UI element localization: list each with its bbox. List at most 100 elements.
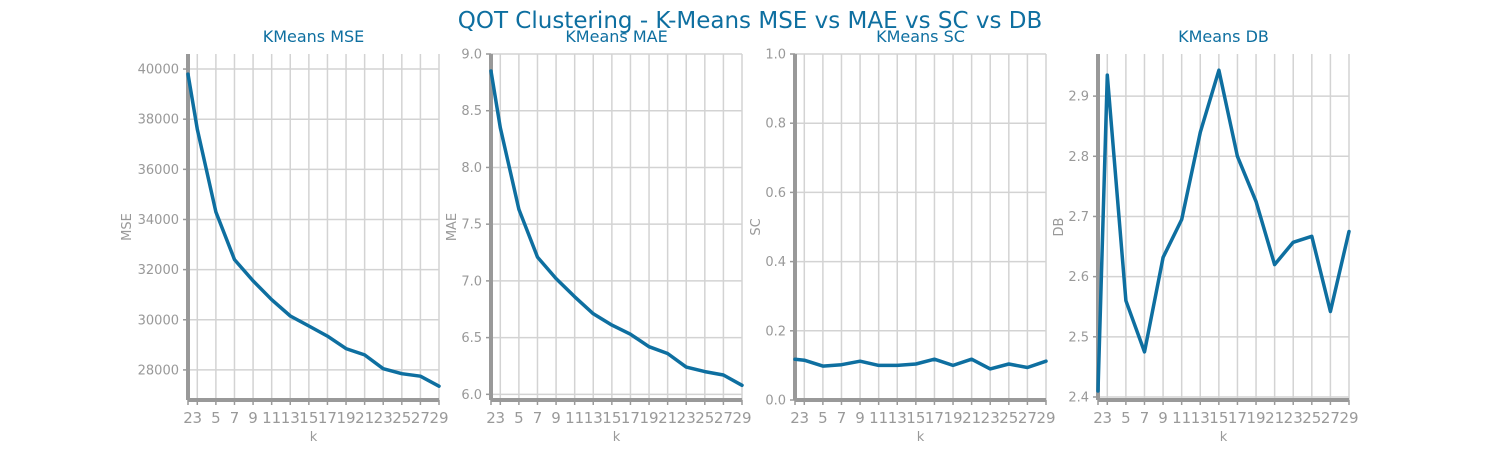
x-tick-label: 13 [1191,409,1210,427]
x-tick-label: 15 [906,409,925,427]
chart-panel-3: 2 3 5 7 9 11 13 15 17 19 21 23 25 27 290.00.20.40.60.8… [749,27,1056,445]
x-axis-label: k [917,430,925,445]
y-tick-label: 0.2 [765,324,786,339]
y-tick-label: 8.0 [461,161,482,176]
x-tick-label: 21 [1265,409,1284,427]
x-tick-label: 25 [1302,409,1321,427]
y-tick-label: 0.8 [765,117,786,132]
x-tick-label: 27 [1321,409,1340,427]
y-tick-label: 2.9 [1068,90,1089,105]
chart-panel-2: 2 3 5 7 9 11 13 15 17 19 21 23 25 27 296.06.57.07.58.0… [445,27,752,445]
x-axis-label: k [310,430,318,445]
y-tick-label: 6.0 [461,388,482,403]
x-tick-label: 7 [837,409,847,427]
x-tick-label: 9 [551,409,561,427]
series-line [1096,68,1351,393]
panel-title: KMeans DB [1178,27,1269,46]
x-tick-label: 29 [429,409,448,427]
y-tick-label: 2.7 [1068,210,1089,225]
series-line [186,72,441,388]
y-tick-label: 1.0 [765,48,786,63]
x-tick-label: 11 [565,409,584,427]
x-tick-label: 2 [486,409,496,427]
x-tick-label: 29 [1036,409,1055,427]
x-tick-label: 5 [211,409,221,427]
x-tick-label: 23 [1284,409,1303,427]
x-tick-label: 21 [962,409,981,427]
y-tick-label: 40000 [138,63,179,78]
y-tick-label: 7.5 [461,218,482,233]
x-tick-label: 13 [281,409,300,427]
y-tick-label: 36000 [138,163,179,178]
y-tick-label: 2.6 [1068,270,1089,285]
x-tick-label: 17 [1228,409,1247,427]
x-tick-label: 2 [1093,409,1103,427]
panel-title: KMeans MAE [565,27,667,46]
y-axis-label: DB [1052,218,1067,237]
x-tick-label: 17 [621,409,640,427]
y-tick-label: 34000 [138,213,179,228]
x-tick-label: 3 [193,409,203,427]
x-tick-label: 7 [1140,409,1150,427]
chart-panel-4: 2 3 5 7 9 11 13 15 17 19 21 23 25 27 292.42.52.62.72.8… [1052,27,1359,445]
x-tick-label: 19 [1246,409,1265,427]
y-tick-label: 30000 [138,313,179,328]
x-tick-label: 2 [790,409,800,427]
x-tick-label: 5 [514,409,524,427]
x-tick-label: 25 [392,409,411,427]
figure-title: QOT Clustering - K-Means MSE vs MAE vs S… [458,8,1043,34]
x-tick-label: 5 [1121,409,1131,427]
y-tick-label: 2.8 [1068,150,1089,165]
y-tick-label: 9.0 [461,48,482,63]
x-tick-label: 11 [1172,409,1191,427]
panel-title: KMeans SC [876,27,965,46]
x-tick-label: 19 [639,409,658,427]
y-tick-label: 7.0 [461,274,482,289]
x-tick-label: 13 [584,409,603,427]
x-axis-label: k [1220,430,1228,445]
y-tick-label: 32000 [138,263,179,278]
x-tick-label: 17 [318,409,337,427]
chart-panel-1: 2 3 5 7 9 11 13 15 17 19 21 23 25 27 29280003000032000… [120,27,449,445]
y-axis-label: SC [749,218,764,235]
x-tick-label: 3 [496,409,506,427]
x-tick-label: 29 [732,409,751,427]
x-tick-label: 15 [299,409,318,427]
x-axis-label: k [613,430,621,445]
x-tick-label: 15 [1209,409,1228,427]
series-line [489,69,744,388]
y-axis-label: MAE [445,213,460,241]
y-tick-label: 8.5 [461,104,482,119]
x-tick-label: 19 [943,409,962,427]
y-tick-label: 0.6 [765,186,786,201]
x-tick-label: 23 [374,409,393,427]
x-tick-label: 11 [262,409,281,427]
x-tick-label: 9 [855,409,865,427]
x-tick-label: 2 [183,409,193,427]
x-tick-label: 25 [695,409,714,427]
x-tick-label: 5 [818,409,828,427]
x-tick-label: 27 [1018,409,1037,427]
x-tick-label: 23 [677,409,696,427]
x-tick-label: 27 [714,409,733,427]
x-tick-label: 7 [230,409,240,427]
y-axis-label: MSE [120,213,135,241]
x-tick-label: 11 [869,409,888,427]
y-tick-label: 28000 [138,363,179,378]
x-tick-label: 9 [248,409,258,427]
y-tick-label: 6.5 [461,331,482,346]
x-tick-label: 13 [888,409,907,427]
x-tick-label: 15 [602,409,621,427]
y-tick-label: 0.0 [765,394,786,409]
x-tick-label: 17 [925,409,944,427]
y-tick-label: 38000 [138,113,179,128]
x-tick-label: 9 [1158,409,1168,427]
y-tick-label: 0.4 [765,255,786,270]
y-tick-label: 2.5 [1068,330,1089,345]
x-tick-label: 29 [1339,409,1358,427]
x-tick-label: 21 [355,409,374,427]
x-tick-label: 23 [981,409,1000,427]
panel-title: KMeans MSE [263,27,365,46]
y-tick-label: 2.4 [1068,390,1089,405]
